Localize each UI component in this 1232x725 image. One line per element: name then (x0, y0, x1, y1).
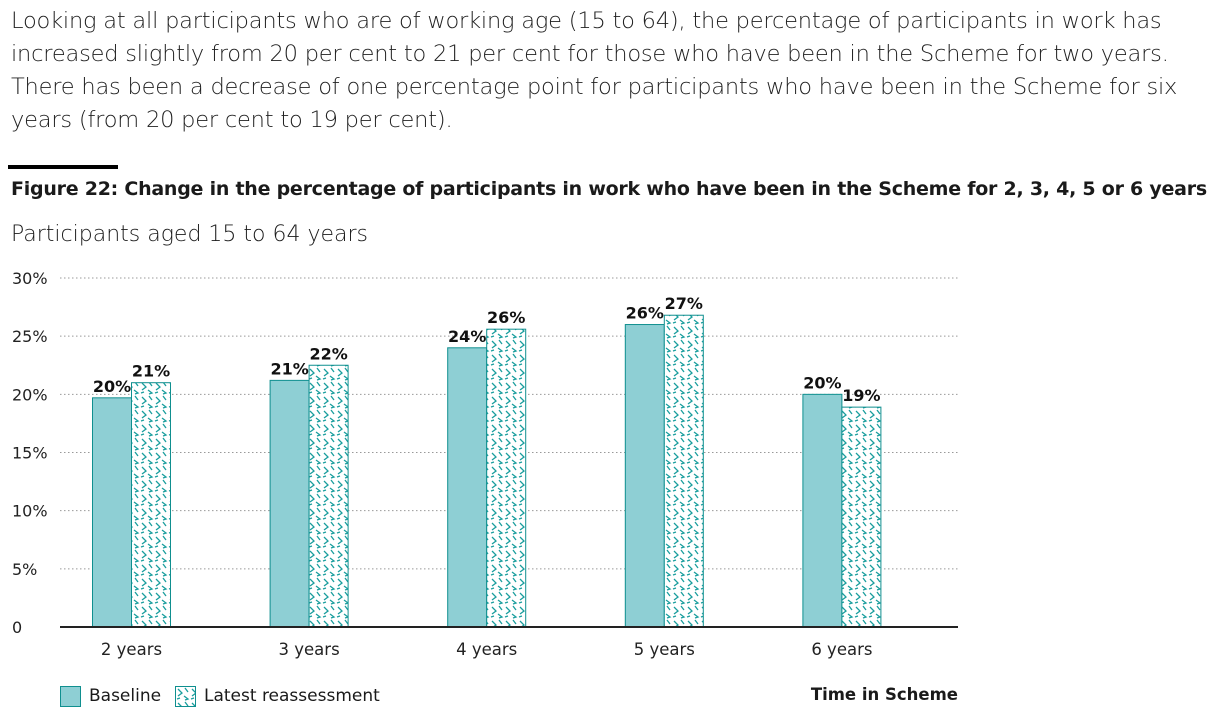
y-tick-label: 10% (12, 502, 48, 521)
x-axis-title: Time in Scheme (810, 685, 958, 704)
legend-label-baseline: Baseline (89, 686, 162, 706)
y-tick-label: 0 (12, 618, 22, 637)
y-axis-ticks: 0 5% 10% 15% 20% 25% 30% (12, 269, 48, 637)
legend-swatch-baseline (60, 685, 81, 707)
bar-latest (308, 364, 349, 628)
bar-chart: 05%10%15%20%25%30% 20%21% 21%22%24%26% 26%… (12, 269, 958, 659)
x-tick-label: 5 years (634, 640, 695, 659)
x-tick-label: 3 years (279, 640, 340, 659)
x-tick-label: 6 years (811, 640, 872, 659)
legend-item-latest: Latest reassessment (175, 683, 380, 709)
y-tick-label: 15% (12, 444, 48, 463)
bar-baseline (802, 393, 843, 628)
data-label: 26% (626, 304, 664, 323)
x-axis-labels: 2 years 3 years 4 years 5 years 6 years (101, 640, 873, 659)
y-tick-label: 5% (12, 560, 37, 579)
data-label: 20% (803, 373, 841, 392)
data-label: 24% (448, 327, 486, 346)
data-label: 19% (842, 386, 880, 405)
data-label: 26% (487, 308, 525, 327)
legend-swatch-latest (175, 685, 196, 707)
y-tick-label: 20% (12, 385, 48, 404)
bar-baseline (447, 347, 488, 628)
bar-latest (841, 406, 882, 628)
legend-label-latest: Latest reassessment (204, 686, 380, 706)
data-label: 21% (132, 362, 170, 381)
data-label: 20% (93, 377, 131, 396)
bar-latest (131, 382, 171, 628)
y-tick-label: 30% (12, 269, 48, 288)
section-rule (8, 165, 118, 169)
intro-paragraph: Looking at all participants who are of w… (11, 8, 1178, 133)
bar-latest (663, 314, 704, 628)
x-tick-label: 4 years (456, 640, 517, 659)
data-label: 21% (270, 359, 308, 378)
bar-baseline (624, 324, 665, 628)
data-label: 22% (309, 344, 347, 363)
bar-latest (486, 328, 527, 628)
x-tick-label: 2 years (101, 640, 162, 659)
bars: 20%21% 21%22%24%26% 26% 27%20%19% (92, 294, 882, 628)
figure-title: Figure 22: Change in the percentage of p… (11, 178, 1207, 200)
bar-baseline (269, 379, 310, 628)
y-tick-label: 25% (12, 327, 48, 346)
figure-subtitle: Participants aged 15 to 64 years (11, 222, 368, 247)
legend-item-baseline: Baseline (60, 683, 161, 709)
data-label: 27% (665, 294, 703, 313)
bar-baseline (92, 397, 132, 628)
